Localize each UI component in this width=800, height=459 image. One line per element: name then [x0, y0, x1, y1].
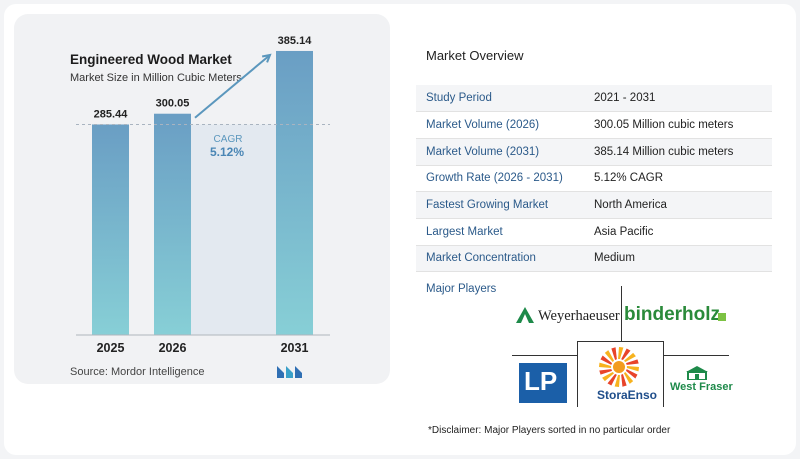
weyerhaeuser-tree-icon: [516, 307, 534, 323]
sun-ray: [614, 374, 620, 387]
lp-logo-box: [519, 363, 567, 403]
overview-value: Asia Pacific: [584, 218, 772, 246]
logo-divider: [663, 341, 664, 407]
sun-ray: [621, 348, 631, 361]
storaenso-logo: StoraEnso: [597, 388, 658, 402]
value-label-2025: 285.44: [94, 108, 129, 120]
logo-divider: [577, 341, 578, 407]
sun-ray: [607, 373, 617, 386]
source-name: Mordor Intelligence: [110, 366, 205, 378]
overview-key: Market Volume (2031): [416, 138, 584, 166]
chart-subtitle: Market Size in Million Cubic Meters: [70, 72, 242, 84]
overview-key: Market Volume (2026): [416, 111, 584, 139]
sun-ray: [623, 371, 634, 384]
bar-2026: [154, 113, 191, 335]
overview-row: Fastest Growing Market North America: [416, 191, 772, 219]
sun-ray: [611, 347, 617, 361]
overview-value: 300.05 Million cubic meters: [584, 111, 772, 139]
value-label-2026: 300.05: [156, 98, 190, 110]
source-line: Source: Mordor Intelligence: [70, 366, 205, 378]
logo-divider: [621, 286, 622, 341]
westfraser-logo: West Fraser: [670, 381, 733, 393]
sun-ray: [602, 371, 615, 382]
bar-2025: [92, 124, 129, 335]
cagr-arrow-head: [261, 53, 272, 63]
binderholz-square-icon: [718, 313, 726, 321]
overview-key: Market Concentration: [416, 245, 584, 273]
overview-value: North America: [584, 191, 772, 219]
cagr-label: CAGR: [214, 134, 243, 145]
logo-divider: [663, 355, 729, 356]
logo-divider: [577, 341, 664, 342]
cagr-arrow: [194, 54, 271, 119]
sun-ray: [625, 359, 639, 365]
overview-row: Growth Rate (2026 - 2031) 5.12% CAGR: [416, 165, 772, 193]
overview-row: Market Concentration Medium: [416, 245, 772, 273]
overview-table: Study Period 2021 - 2031 Market Volume (2…: [416, 85, 772, 273]
sun-ray: [621, 373, 627, 387]
sun-ray: [599, 362, 612, 368]
category-label-2031: 2031: [281, 341, 309, 355]
sun-ray: [604, 350, 615, 363]
overview-key: Largest Market: [416, 218, 584, 246]
binderholz-logo: binderholz: [624, 304, 721, 325]
sun-ray: [623, 352, 636, 363]
category-label-2026: 2026: [159, 341, 187, 355]
overview-row: Market Volume (2031) 385.14 Million cubic…: [416, 138, 772, 166]
westfraser-house-icon: [686, 366, 708, 380]
mordor-logo-icon: [277, 366, 302, 378]
cagr-value: 5.12%: [210, 145, 244, 159]
overview-row: Largest Market Asia Pacific: [416, 218, 772, 246]
lp-logo: LP: [524, 366, 558, 396]
sun-ray: [599, 369, 613, 375]
source-label: Source:: [70, 366, 108, 378]
bar-2031: [276, 50, 313, 335]
overview-title: Market Overview: [426, 48, 524, 63]
logo-divider: [512, 355, 578, 356]
chart-title: Engineered Wood Market: [70, 52, 232, 67]
overview-value: 385.14 Million cubic meters: [584, 138, 772, 166]
overview-key: Study Period: [416, 85, 584, 113]
disclaimer: *Disclaimer: Major Players sorted in no …: [428, 425, 671, 436]
overview-key: Growth Rate (2026 - 2031): [416, 165, 584, 193]
sun-ray: [625, 369, 638, 379]
weyerhaeuser-logo: Weyerhaeuser: [538, 308, 620, 324]
overview-value: 2021 - 2031: [584, 85, 772, 113]
sun-ray: [626, 366, 639, 372]
overview-row: Study Period 2021 - 2031: [416, 85, 772, 113]
sun-ray: [600, 355, 613, 365]
category-label-2025: 2025: [97, 341, 125, 355]
overview-key: Fastest Growing Market: [416, 191, 584, 219]
overview-value: 5.12% CAGR: [584, 165, 772, 193]
major-players-title: Major Players: [426, 283, 497, 295]
storaenso-sun-icon: [599, 347, 639, 387]
forecast-shade: [191, 124, 276, 335]
sun-ray: [618, 347, 624, 360]
overview-value: Medium: [584, 245, 772, 273]
value-label-2031: 385.14: [278, 35, 313, 47]
overview-row: Market Volume (2026) 300.05 Million cubic…: [416, 111, 772, 139]
